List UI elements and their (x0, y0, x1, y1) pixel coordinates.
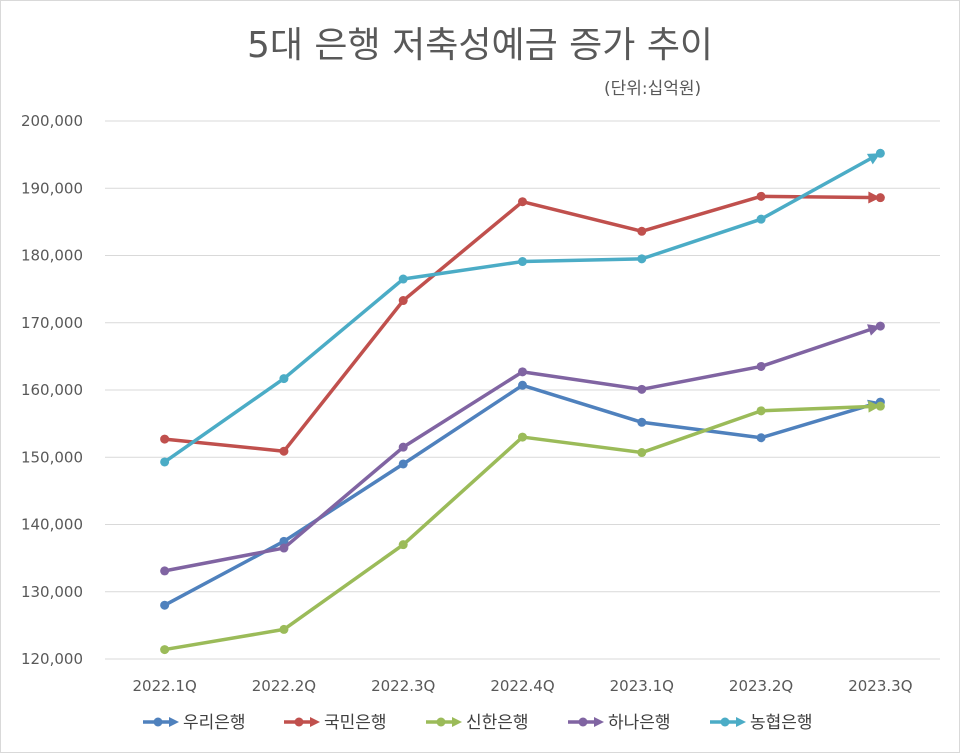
x-tick-label: 2022.1Q (132, 677, 196, 695)
x-axis-ticks: 2022.1Q 2022.2Q 2022.3Q 2022.4Q 2023.1Q 2023.… (132, 677, 912, 695)
y-tick-label: 140,000 (21, 516, 83, 534)
y-tick-label: 160,000 (21, 381, 83, 399)
legend: 우리은행 국민은행 신한은행 하나은행 농협은행 (143, 713, 813, 733)
data-point (398, 296, 408, 306)
data-point (756, 406, 766, 416)
data-point (518, 432, 527, 442)
legend-arrowhead (594, 717, 604, 727)
y-axis-ticks: 120,000 130,000 140,000 150,000 160,000 170,0… (21, 112, 83, 668)
legend-marker (578, 717, 588, 727)
x-tick-label: 2022.2Q (252, 677, 316, 695)
data-point (637, 226, 647, 236)
data-point (637, 448, 647, 458)
data-point (279, 446, 289, 456)
y-tick-label: 150,000 (21, 448, 83, 466)
y-tick-label: 200,000 (21, 112, 83, 130)
legend-marker (294, 717, 304, 727)
y-tick-label: 130,000 (21, 583, 83, 601)
data-point (756, 361, 766, 371)
legend-label: 하나은행 (608, 713, 671, 733)
data-point (756, 214, 766, 224)
legend-arrowhead (169, 717, 179, 727)
data-point (637, 417, 647, 427)
data-point (279, 624, 289, 634)
legend-label: 우리은행 (183, 713, 246, 733)
data-point (160, 645, 170, 655)
data-point (398, 274, 408, 284)
series-3 (160, 400, 885, 655)
legend-marker (153, 717, 163, 727)
chart-title: 5대 은행 저축성예금 증가 추이 (246, 25, 714, 66)
data-point (637, 254, 647, 264)
legend-item: 신한은행 (426, 713, 529, 733)
data-point (398, 459, 408, 469)
legend-item: 국민은행 (284, 713, 387, 733)
data-point (518, 197, 527, 207)
data-point (756, 191, 766, 201)
legend-arrowhead (310, 717, 320, 727)
data-point (279, 543, 289, 553)
y-tick-label: 120,000 (21, 650, 83, 668)
data-point (160, 434, 170, 444)
x-tick-label: 2022.4Q (490, 677, 554, 695)
data-point (160, 600, 170, 610)
series-line (163, 383, 881, 607)
series-1 (160, 380, 885, 610)
chart-subtitle: (단위:십억원) (604, 79, 702, 99)
series-line (164, 404, 881, 652)
y-tick-label: 190,000 (21, 179, 83, 197)
series-4 (160, 321, 885, 576)
data-point (279, 374, 289, 384)
y-tick-label: 180,000 (21, 247, 83, 265)
data-point (160, 566, 170, 576)
data-point (279, 536, 289, 546)
x-tick-label: 2023.3Q (848, 677, 912, 695)
data-point (756, 433, 766, 443)
data-point (518, 367, 527, 377)
legend-arrowhead (452, 717, 462, 727)
legend-label: 농협은행 (750, 713, 813, 733)
data-point (398, 442, 408, 452)
data-point (518, 380, 527, 390)
series-arrowhead (867, 324, 881, 336)
series-arrowhead (868, 191, 881, 204)
series-line (164, 194, 881, 453)
series-arrowhead (866, 153, 881, 165)
x-tick-label: 2023.2Q (729, 677, 793, 695)
series-lines (160, 148, 885, 655)
legend-marker (720, 717, 730, 727)
data-point (398, 540, 408, 550)
legend-arrowhead (736, 717, 746, 727)
x-tick-label: 2022.3Q (371, 677, 435, 695)
legend-item: 하나은행 (568, 713, 671, 733)
legend-label: 신한은행 (466, 713, 529, 733)
series-5 (160, 148, 885, 467)
data-point (518, 257, 527, 267)
data-point (637, 384, 647, 394)
legend-marker (436, 717, 446, 727)
y-tick-label: 170,000 (21, 314, 83, 332)
gridlines (105, 120, 940, 660)
series-arrowhead (868, 400, 881, 413)
series-2 (160, 191, 885, 456)
legend-item: 농협은행 (710, 713, 813, 733)
legend-label: 국민은행 (324, 713, 387, 733)
data-point (160, 457, 170, 467)
x-tick-label: 2023.1Q (610, 677, 674, 695)
legend-item: 우리은행 (143, 713, 246, 733)
